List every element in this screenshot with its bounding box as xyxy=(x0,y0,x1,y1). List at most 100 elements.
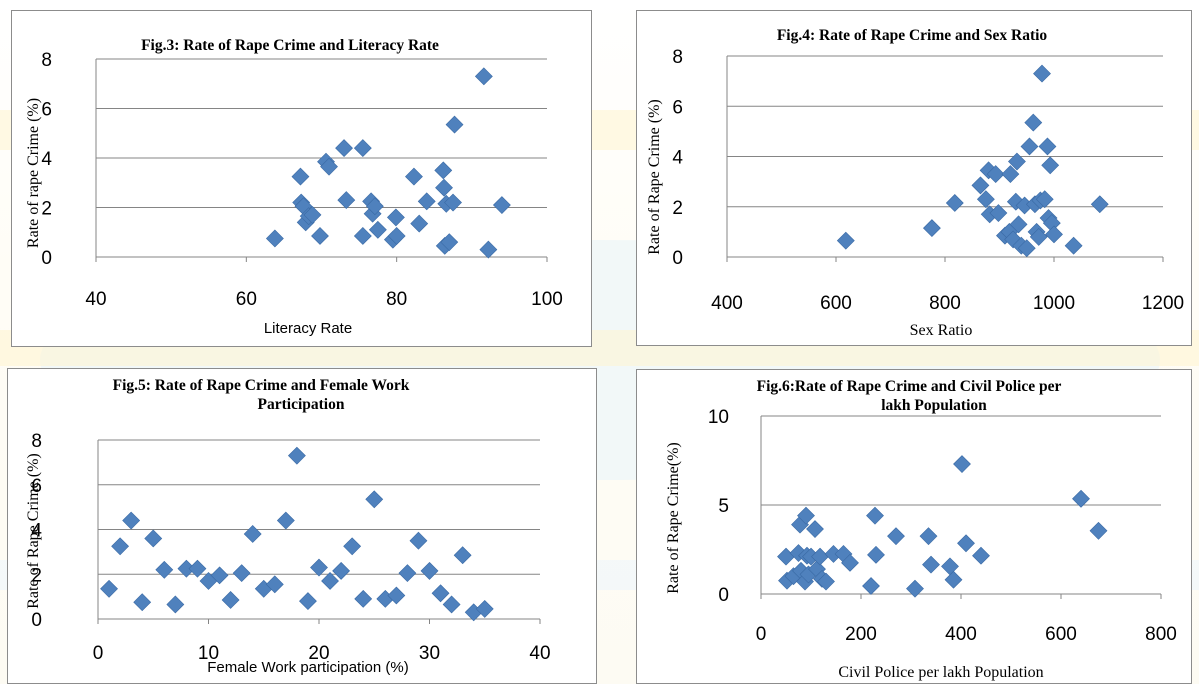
y-axis-label: Rate of rape Crime (%) xyxy=(25,98,42,248)
chart-title-line-2: Participation xyxy=(258,396,345,413)
x-tick-label: 1000 xyxy=(1033,293,1075,314)
chart-sex-ratio: Fig.4: Rate of Rape Crime and Sex Ratio … xyxy=(636,10,1192,346)
data-point xyxy=(353,139,372,158)
data-point xyxy=(111,537,130,556)
y-tick-label: 4 xyxy=(672,148,683,169)
data-point xyxy=(387,227,406,245)
chart-title: Fig.3: Rate of Rape Crime and Literacy R… xyxy=(141,37,439,54)
data-point xyxy=(474,67,493,86)
chart-civil-police: Fig.6:Rate of Rape Crime and Civil Polic… xyxy=(636,369,1192,684)
y-tick-label: 4 xyxy=(31,521,42,542)
x-tick-label: 10 xyxy=(198,643,219,664)
data-point xyxy=(1009,215,1028,234)
data-point xyxy=(919,527,938,546)
data-point xyxy=(1041,156,1060,175)
data-point xyxy=(945,194,964,212)
data-point xyxy=(1089,521,1108,540)
chart-title-line-2: lakh Population xyxy=(881,397,987,414)
y-axis-label: Rate of Rape Crime(%) xyxy=(665,442,682,594)
data-point xyxy=(353,227,372,245)
data-point xyxy=(986,165,1005,184)
data-point xyxy=(420,561,439,580)
data-point xyxy=(475,600,494,618)
data-point xyxy=(1038,137,1057,156)
data-point xyxy=(265,575,284,594)
x-axis-label: Civil Police per lakh Population xyxy=(838,664,1043,681)
data-point xyxy=(410,214,429,233)
y-tick-label: 0 xyxy=(31,610,42,631)
data-point xyxy=(1072,489,1090,508)
data-point xyxy=(797,506,815,525)
data-point xyxy=(1024,113,1043,132)
data-point xyxy=(1064,236,1083,255)
data-point xyxy=(1045,225,1063,244)
data-point xyxy=(100,579,118,598)
x-tick-label: 0 xyxy=(93,643,104,664)
chart-title-line-1: Fig.6:Rate of Rape Crime and Civil Polic… xyxy=(757,378,1062,395)
x-tick-label: 40 xyxy=(529,643,550,664)
data-point xyxy=(862,577,880,595)
data-point xyxy=(777,547,795,566)
data-point xyxy=(335,139,353,158)
data-point xyxy=(303,206,322,224)
data-point xyxy=(922,219,941,238)
data-point xyxy=(365,197,384,216)
y-tick-label: 6 xyxy=(672,97,683,118)
y-tick-label: 6 xyxy=(31,476,42,497)
data-point xyxy=(989,204,1008,222)
x-axis-label: Literacy Rate xyxy=(264,320,352,337)
y-tick-label: 2 xyxy=(31,565,42,586)
data-point xyxy=(953,455,971,473)
y-tick-label: 5 xyxy=(718,496,729,517)
x-tick-label: 100 xyxy=(531,289,563,310)
data-point xyxy=(836,231,855,250)
data-point xyxy=(155,560,174,579)
data-point xyxy=(971,176,990,195)
data-point xyxy=(354,589,373,608)
y-tick-label: 0 xyxy=(672,248,683,269)
data-point xyxy=(941,557,959,576)
chart-sex-ratio-svg: Fig.4: Rate of Rape Crime and Sex Ratio … xyxy=(646,27,1184,339)
x-tick-label: 800 xyxy=(1145,624,1177,645)
data-point xyxy=(1035,190,1054,209)
data-point xyxy=(232,564,251,583)
data-point xyxy=(321,572,339,590)
y-tick-label: 2 xyxy=(672,198,683,219)
data-point xyxy=(243,525,262,543)
x-tick-label: 600 xyxy=(820,293,852,314)
data-point xyxy=(440,233,459,252)
data-point xyxy=(957,534,975,553)
data-point xyxy=(188,559,207,578)
chart-civil-police-svg: Fig.6:Rate of Rape Crime and Civil Polic… xyxy=(665,378,1177,681)
data-point xyxy=(291,167,310,186)
data-point xyxy=(1017,239,1036,258)
y-tick-label: 6 xyxy=(41,100,52,121)
x-tick-label: 400 xyxy=(711,293,743,314)
data-point xyxy=(320,157,338,176)
data-point xyxy=(442,595,461,614)
data-point xyxy=(866,506,884,525)
y-tick-label: 8 xyxy=(672,47,683,68)
data-point xyxy=(445,115,464,134)
data-point xyxy=(337,191,356,209)
data-point xyxy=(417,192,436,211)
data-point xyxy=(311,227,329,245)
data-point xyxy=(817,572,835,591)
y-tick-label: 10 xyxy=(708,407,729,428)
x-tick-label: 20 xyxy=(308,643,329,664)
data-point xyxy=(166,595,185,614)
x-tick-label: 80 xyxy=(386,289,407,310)
chart-female-work: Fig.5: Rate of Rape Crime and Female Wor… xyxy=(7,368,597,684)
x-tick-label: 40 xyxy=(85,289,106,310)
x-tick-label: 30 xyxy=(419,643,440,664)
data-point xyxy=(276,511,295,530)
data-point xyxy=(1033,64,1051,83)
data-point xyxy=(299,592,317,611)
y-tick-label: 8 xyxy=(31,431,42,452)
data-point xyxy=(332,561,351,580)
chart-literacy-rate: Fig.3: Rate of Rape Crime and Literacy R… xyxy=(11,10,592,347)
data-point xyxy=(431,584,450,603)
x-tick-label: 200 xyxy=(845,624,877,645)
data-point xyxy=(1090,195,1109,214)
data-point xyxy=(409,531,428,550)
